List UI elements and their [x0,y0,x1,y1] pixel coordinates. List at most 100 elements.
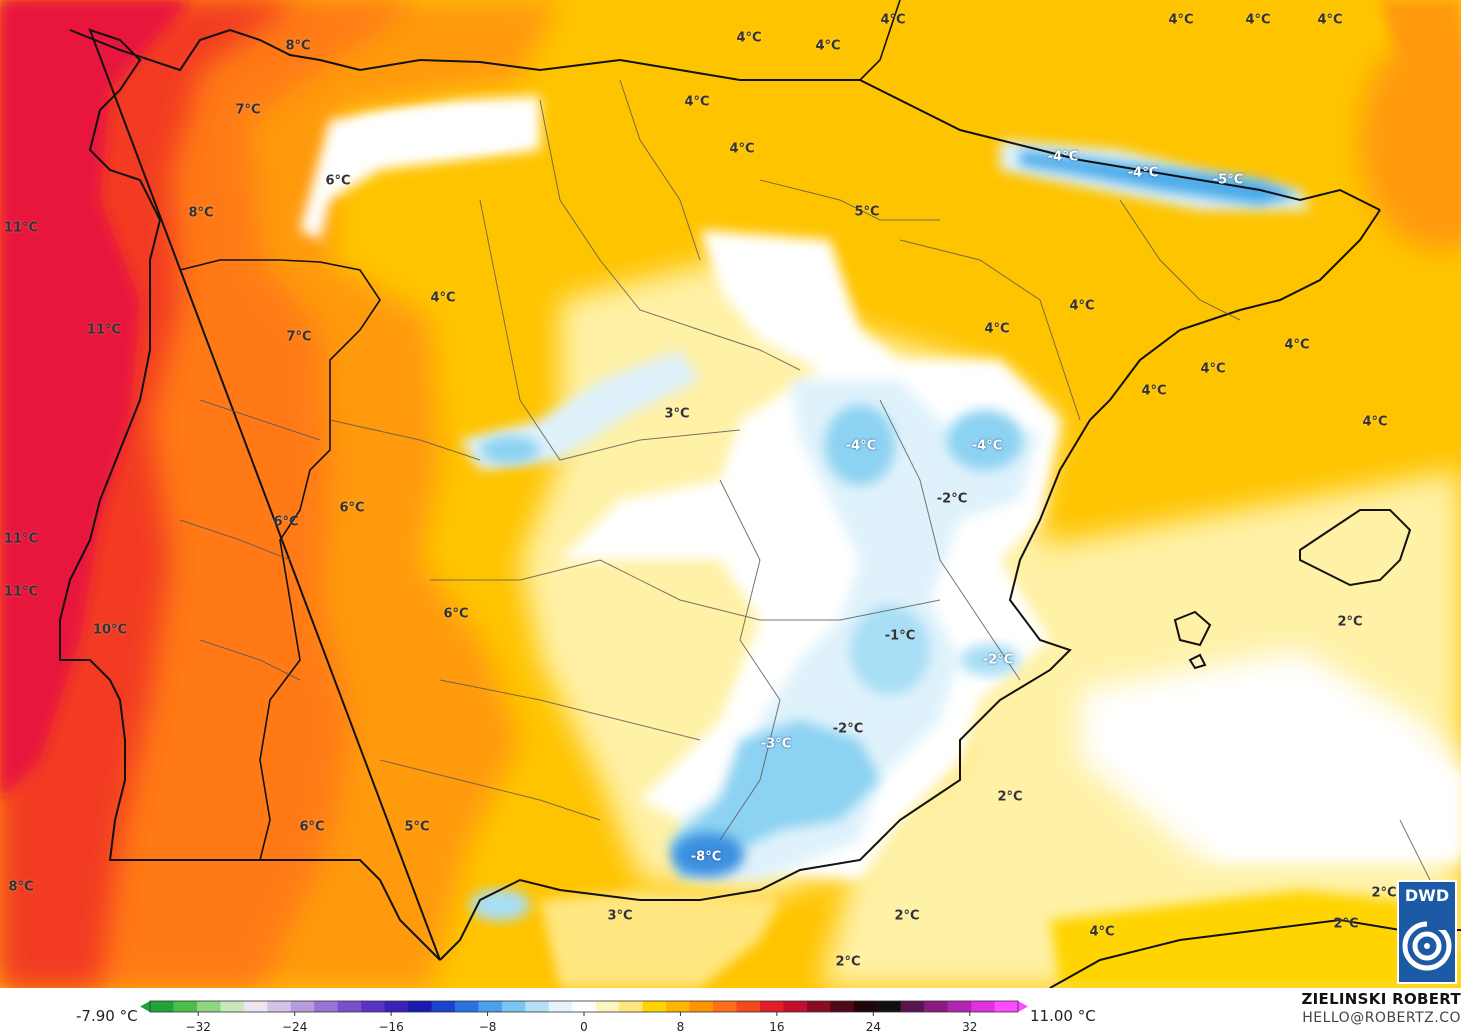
region-borders [179,79,1441,901]
temperature-label: 6°C [339,500,365,516]
colorbar-segment [243,1001,268,1012]
colorbar-tick-label: −32 [186,1020,211,1034]
temperature-map [0,0,1461,988]
colorbar-tick-label: 24 [866,1020,881,1034]
colorbar-segment [666,1001,691,1012]
temperature-label: 4°C [1089,924,1115,940]
temperature-label: 4°C [430,290,456,306]
temperature-label: 4°C [1141,383,1167,399]
temperature-label: 2°C [997,789,1023,805]
temperature-label: 8°C [285,38,311,54]
temperature-label: 8°C [188,205,214,221]
temperature-label: 11°C [3,220,39,236]
temperature-label: 10°C [92,622,128,638]
colorbar-max-label: 11.00 °C [1030,1007,1096,1025]
temperature-label: -2°C [936,491,968,507]
temperature-label: -4°C [845,438,877,454]
colorbar-segment [384,1001,409,1012]
colorbar-segment [431,1001,456,1012]
temperature-label: 4°C [815,38,841,54]
dwd-logo: DWD [1397,880,1457,984]
ne-orange-top [1380,0,1461,80]
blue-core-6 [470,889,530,921]
temperature-label: 7°C [286,329,312,345]
colorbar-segment [150,1001,174,1012]
map-canvas [0,0,1461,988]
dwd-swirl-icon [1402,920,1452,971]
crimson-coast [0,0,190,800]
temperature-label: 2°C [1371,885,1397,901]
temperature-label: 4°C [984,321,1010,337]
dwd-logo-text: DWD [1404,886,1450,905]
colorbar-segment [689,1001,714,1012]
author-credit: ZIELINSKI ROBERT HELLO@ROBERTZ.CO [1301,990,1461,1026]
colorbar-segment [548,1001,573,1012]
coastline [59,28,1461,988]
colorbar-segment [759,1001,784,1012]
colorbar-tick-label: 16 [769,1020,784,1034]
temperature-label: -4°C [1047,149,1079,165]
colorbar-segment [454,1001,479,1012]
temperature-label: -1°C [884,628,916,644]
temperature-label: 4°C [736,30,762,46]
colorbar-segment [713,1001,737,1012]
temperature-label: 2°C [894,908,920,924]
temperature-label: -2°C [982,652,1014,668]
colorbar-min-arrow [140,1001,150,1012]
colorbar-segment [736,1001,761,1012]
temperature-label: 5°C [404,819,430,835]
temperature-label: 11°C [86,322,122,338]
temperature-label: 4°C [1069,298,1095,314]
colorbar-segment [971,1001,996,1012]
colorbar-segment [361,1001,386,1012]
blue-core-3 [850,605,930,695]
temperature-label: 3°C [607,908,633,924]
temperature-label: 11°C [3,531,39,547]
temperature-label: 6°C [325,173,351,189]
colorbar-tick-label: −8 [479,1020,497,1034]
author-email: HELLO@ROBERTZ.CO [1302,1010,1461,1026]
colorbar-segment [806,1001,831,1012]
temperature-label: 11°C [3,584,39,600]
colorbar-segment [337,1001,362,1012]
blue-core-5 [960,644,1020,676]
colorbar-min-label: -7.90 °C [76,1007,138,1025]
temperature-label: 3°C [664,406,690,422]
colorbar-segment [314,1001,339,1012]
temperature-label: -4°C [971,438,1003,454]
temperature-label: 2°C [835,954,861,970]
south-coast-yellow [540,890,780,988]
temperature-label: 4°C [1168,12,1194,28]
colorbar-segment [783,1001,808,1012]
colorbar-segment [501,1001,526,1012]
temperature-label: 4°C [1284,337,1310,353]
colorbar-segment [994,1001,1019,1012]
central-system-blue [480,436,540,464]
colorbar: −32 −24 −16 −8 0 8 16 24 32 [140,1000,1028,1034]
colorbar-segment [595,1001,620,1012]
colorbar-tick-label: 8 [677,1020,685,1034]
temperature-label: 6°C [273,514,299,530]
author-name: ZIELINSKI ROBERT [1301,990,1461,1008]
colorbar-tick-label: 32 [962,1020,977,1034]
temperature-label: 7°C [235,102,261,118]
colorbar-segment [290,1001,315,1012]
temperature-label: 2°C [1333,916,1359,932]
colorbar-segment [173,1001,198,1012]
temperature-label: 4°C [1200,361,1226,377]
colorbar-segment [196,1001,221,1012]
temperature-label: 8°C [8,879,34,895]
temperature-label: 5°C [854,204,880,220]
colorbar-segment [619,1001,644,1012]
temperature-label: 6°C [443,606,469,622]
colorbar-segment [877,1001,902,1012]
ne-orange [1360,30,1461,250]
temperature-label: 2°C [1337,614,1363,630]
colorbar-segment [220,1001,245,1012]
blue-core-1 [825,405,895,485]
colorbar-segment [478,1001,503,1012]
colorbar-segment [924,1001,949,1012]
temperature-label: -4°C [1127,165,1159,181]
colorbar-segment [408,1001,433,1012]
africa-yellow [1050,890,1461,988]
